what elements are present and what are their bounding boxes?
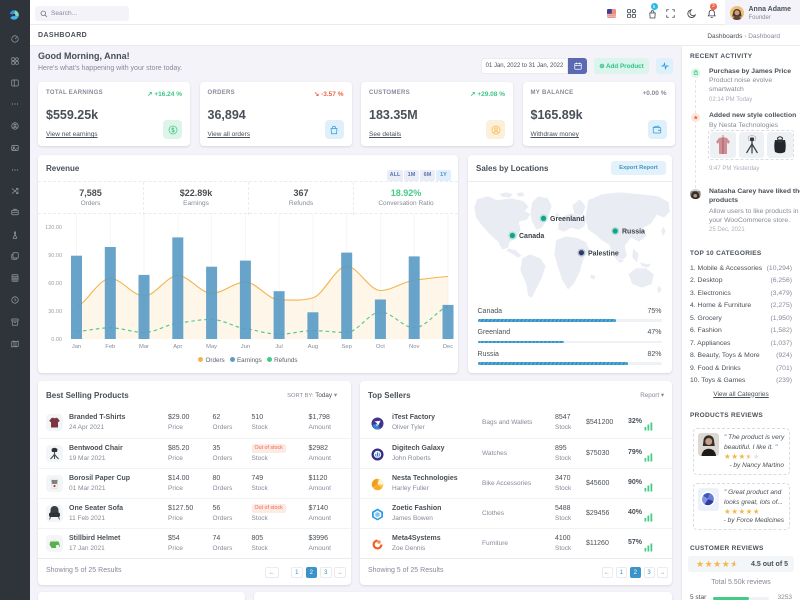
svg-text:Aug: Aug (308, 344, 318, 350)
svg-text:Russia: Russia (622, 229, 645, 236)
svg-text:0.00: 0.00 (51, 337, 62, 343)
svg-text:Mar: Mar (139, 344, 149, 350)
svg-text:May: May (206, 344, 217, 350)
svg-text:30.00: 30.00 (48, 309, 62, 315)
svg-text:Palestine: Palestine (588, 251, 619, 258)
svg-text:120.00: 120.00 (45, 225, 62, 231)
svg-text:Apr: Apr (173, 344, 182, 350)
svg-text:Nov: Nov (409, 344, 419, 350)
svg-text:60.00: 60.00 (48, 281, 62, 287)
svg-text:Jan: Jan (72, 344, 81, 350)
svg-text:Jun: Jun (241, 344, 250, 350)
svg-text:Jul: Jul (275, 344, 282, 350)
svg-text:Dec: Dec (443, 344, 453, 350)
svg-text:Canada: Canada (519, 233, 544, 240)
svg-text:Greenland: Greenland (550, 216, 585, 223)
svg-text:Sep: Sep (342, 344, 352, 350)
svg-text:Oct: Oct (376, 344, 385, 350)
svg-text:Feb: Feb (105, 344, 115, 350)
svg-text:90.00: 90.00 (48, 253, 62, 259)
